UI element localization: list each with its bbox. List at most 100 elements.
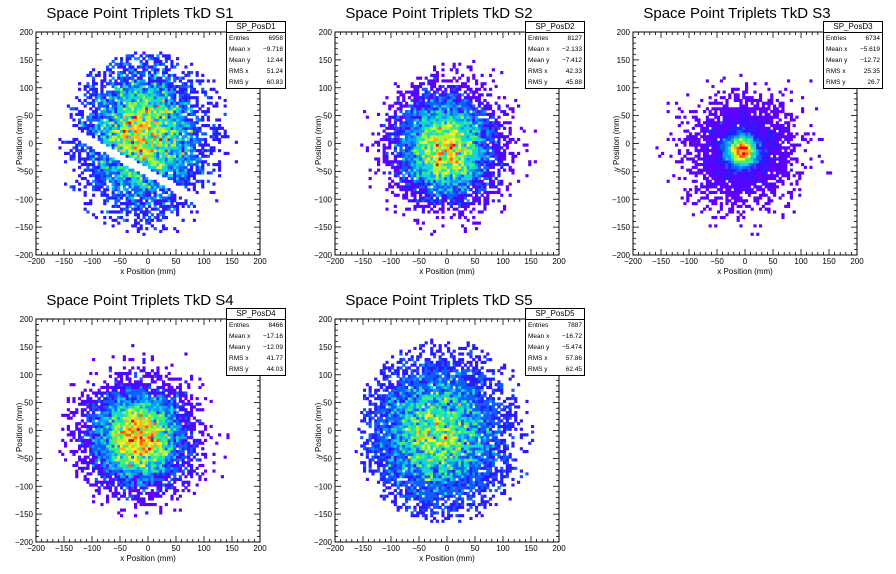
heatmap-bin xyxy=(686,193,690,197)
heatmap-bin xyxy=(477,160,481,164)
heatmap-bin xyxy=(475,121,479,125)
heatmap-bin xyxy=(711,182,715,186)
heatmap-bin xyxy=(421,204,425,208)
heatmap-bin xyxy=(176,210,180,214)
heatmap-bin xyxy=(764,185,768,189)
heatmap-bin xyxy=(503,154,507,158)
heatmap-bin xyxy=(142,62,146,66)
heatmap-bin xyxy=(739,157,743,161)
heatmap-bin xyxy=(416,199,420,203)
heatmap-bin xyxy=(452,149,456,153)
heatmap-bin xyxy=(150,129,154,133)
heatmap-bin xyxy=(122,202,126,206)
heatmap-bin xyxy=(111,176,115,181)
heatmap-bin xyxy=(767,137,771,142)
heatmap-bin xyxy=(491,68,495,72)
heatmap-bin xyxy=(489,87,493,91)
heatmap-bin xyxy=(153,84,157,89)
heatmap-bin xyxy=(497,171,501,175)
heatmap-bin xyxy=(117,73,121,77)
heatmap-bin xyxy=(745,168,749,172)
heatmap-bin xyxy=(447,188,451,192)
heatmap-bin xyxy=(680,160,684,164)
heatmap-bin xyxy=(731,126,735,130)
heatmap-bin xyxy=(447,193,451,197)
heatmap-bin xyxy=(170,101,174,105)
y-tick-label: 0 xyxy=(328,140,333,149)
heatmap-bin xyxy=(142,176,146,181)
heatmap-bin xyxy=(477,121,481,125)
heatmap-bin xyxy=(72,140,76,144)
heatmap-bin xyxy=(170,149,174,153)
heatmap-bin xyxy=(212,168,216,172)
heatmap-bin xyxy=(753,182,757,186)
heatmap-bin xyxy=(438,202,442,206)
heatmap-bin xyxy=(497,151,501,155)
heatmap-bin xyxy=(449,132,453,136)
heatmap-bin xyxy=(173,93,177,97)
heatmap-bin xyxy=(393,210,397,214)
heatmap-bin xyxy=(184,87,188,91)
heatmap-bin xyxy=(700,146,704,150)
heatmap-bin xyxy=(181,179,185,183)
heatmap-bin xyxy=(178,179,182,183)
y-tick-label: 50 xyxy=(24,112,33,121)
heatmap-bin xyxy=(153,96,157,100)
heatmap-bin xyxy=(382,123,386,128)
heatmap-bin xyxy=(92,154,96,158)
heatmap-bin xyxy=(477,132,481,136)
heatmap-bin xyxy=(444,174,448,178)
heatmap-bin xyxy=(452,190,456,195)
heatmap-bin xyxy=(117,126,121,130)
heatmap-bin xyxy=(775,168,779,172)
heatmap-bin xyxy=(103,163,107,167)
heatmap-bin xyxy=(433,82,437,86)
heatmap-bin xyxy=(466,176,470,181)
heatmap-bin xyxy=(761,154,765,158)
heatmap-bin xyxy=(413,199,417,203)
heatmap-bin xyxy=(508,165,512,169)
heatmap-bin xyxy=(438,129,442,133)
heatmap-bin xyxy=(114,163,118,167)
heatmap-bin xyxy=(396,137,400,142)
heatmap-bin xyxy=(181,171,185,175)
heatmap-bin xyxy=(419,157,423,161)
heatmap-bin xyxy=(111,104,115,108)
heatmap-bin xyxy=(125,68,129,72)
heatmap-bin xyxy=(120,93,124,97)
heatmap-bin xyxy=(153,135,157,139)
heatmap-bin xyxy=(781,123,785,128)
heatmap-bin xyxy=(747,151,751,155)
heatmap-bin xyxy=(234,160,238,164)
heatmap-bin xyxy=(181,107,185,111)
heatmap-bin xyxy=(486,146,490,150)
heatmap-bin xyxy=(703,160,707,164)
heatmap-bin xyxy=(153,146,157,150)
heatmap-bin xyxy=(131,146,135,150)
heatmap-bin xyxy=(108,112,112,116)
heatmap-bin xyxy=(97,154,101,158)
heatmap-bin xyxy=(717,163,721,167)
heatmap-bin xyxy=(711,123,715,128)
heatmap-bin xyxy=(128,93,132,97)
heatmap-plot: −200 −150 −100 −50 0 50 100 150 200−200−150−100−… xyxy=(15,28,267,276)
heatmap-bin xyxy=(449,157,453,161)
heatmap-bin xyxy=(477,188,481,192)
heatmap-bin xyxy=(711,143,715,147)
heatmap-bin xyxy=(78,143,82,147)
heatmap-bin xyxy=(475,118,479,122)
heatmap-bin xyxy=(83,98,87,103)
heatmap-bin xyxy=(181,118,185,122)
heatmap-bin xyxy=(114,87,118,91)
heatmap-bin xyxy=(159,110,163,114)
heatmap-bin xyxy=(92,84,96,89)
heatmap-bin xyxy=(108,98,112,103)
heatmap-bin xyxy=(122,151,126,155)
heatmap-bin xyxy=(167,115,171,119)
heatmap-bin xyxy=(391,132,395,136)
heatmap-bin xyxy=(150,149,154,153)
heatmap-bin xyxy=(122,112,126,116)
heatmap-bin xyxy=(94,96,98,100)
heatmap-bin xyxy=(393,174,397,178)
heatmap-bin xyxy=(736,176,740,181)
